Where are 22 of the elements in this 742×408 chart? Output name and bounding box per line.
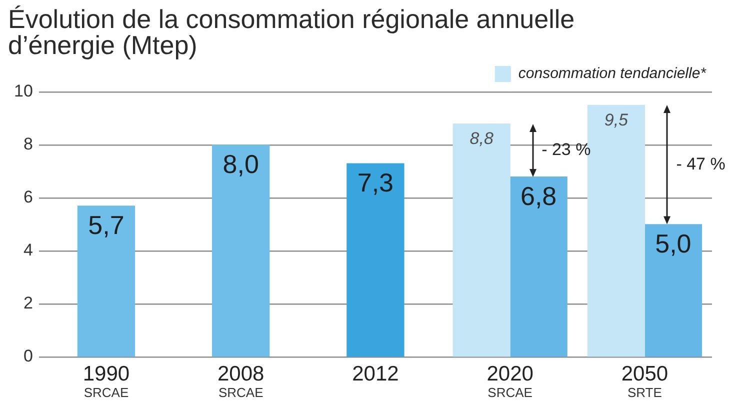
chart-title: Évolution de la consommation régionale annuelle d’énergie (Mtep)	[8, 4, 575, 60]
x-tick-label: 1990 SRCAE	[82, 362, 130, 400]
annotation: - 47 %	[676, 154, 726, 174]
data-label: 8,0	[222, 149, 259, 180]
y-tick-label: 8	[23, 134, 33, 154]
x-tick-label: 2008 SRCAE	[217, 362, 264, 400]
legend-label: consommation tendancielle*	[518, 65, 708, 82]
x-tick-label: 2020 SRCAE	[486, 362, 534, 400]
data-label: 5,0	[655, 228, 692, 259]
y-tick-label: 6	[23, 188, 33, 207]
x-tick-label: 2012	[352, 362, 399, 386]
y-tick-label: 4	[23, 240, 33, 260]
data-label: 7,3	[357, 168, 394, 198]
y-tick-label: 2	[23, 294, 33, 313]
y-tick-label: 0	[23, 346, 33, 366]
annotation: - 23 %	[542, 140, 591, 159]
y-tick-label: 10	[14, 82, 33, 101]
data-label: 9,5	[604, 110, 629, 130]
data-label: 6,8	[520, 180, 557, 211]
x-tick-label: 2050 SRTE	[621, 362, 668, 400]
data-label: 5,7	[88, 210, 124, 240]
data-label: 8,8	[470, 129, 494, 148]
